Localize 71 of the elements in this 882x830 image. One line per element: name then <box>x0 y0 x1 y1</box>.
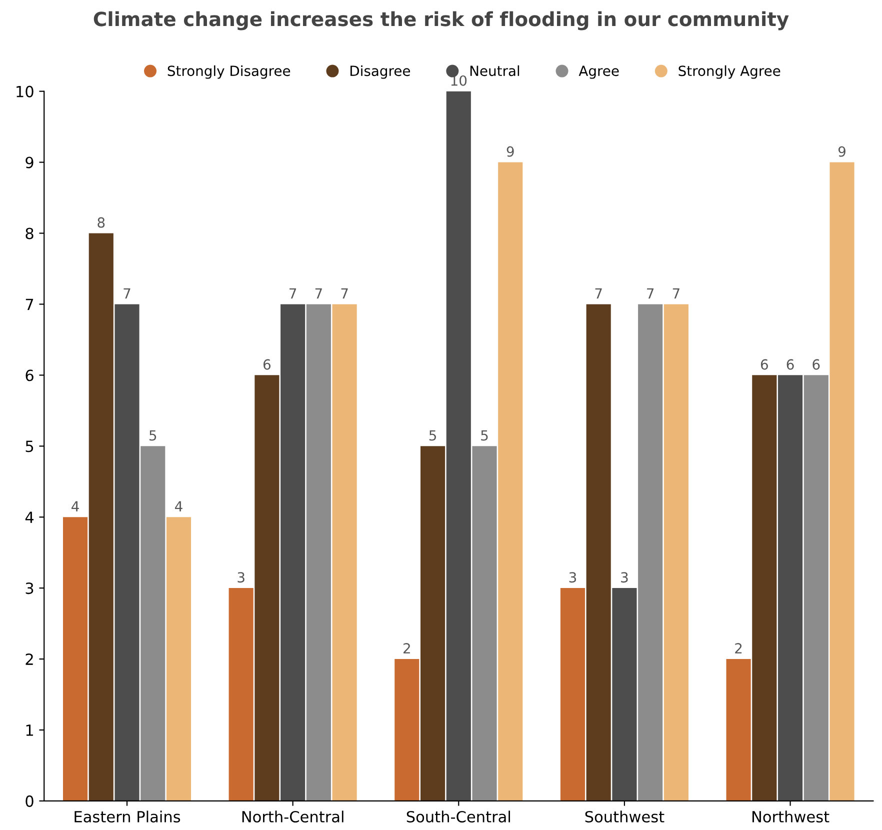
bar <box>228 588 254 801</box>
bar <box>804 375 828 801</box>
bar <box>420 446 446 801</box>
y-tick-label: 1 <box>26 724 33 736</box>
bar <box>114 304 140 801</box>
data-label: 4 <box>175 501 182 512</box>
bar <box>254 375 280 801</box>
bar <box>62 517 88 801</box>
bar <box>638 304 663 801</box>
bar <box>280 304 306 801</box>
x-tick-label: North-Central <box>242 810 344 822</box>
y-tick-label: 5 <box>26 440 34 452</box>
x-tick-label: Eastern Plains <box>74 810 180 822</box>
bar <box>830 162 854 801</box>
bar <box>446 91 471 801</box>
data-label: 5 <box>481 430 488 441</box>
data-label: 6 <box>264 359 270 370</box>
data-label: 3 <box>621 572 628 583</box>
bar <box>472 446 497 801</box>
y-tick-label: 3 <box>26 582 34 594</box>
data-label: 9 <box>506 146 514 157</box>
bar <box>394 659 420 801</box>
legend-label: Strongly Disagree <box>168 65 290 79</box>
bar <box>166 517 192 801</box>
data-label: 3 <box>238 572 244 583</box>
data-label: 9 <box>838 146 846 157</box>
data-label: 7 <box>341 288 348 299</box>
bar <box>332 304 357 801</box>
legend-label: Strongly Agree <box>678 65 780 79</box>
y-tick-label: 9 <box>26 156 34 168</box>
data-label: 2 <box>404 643 410 654</box>
bar <box>140 446 166 801</box>
data-label: 6 <box>812 359 820 370</box>
chart-title: Climate change increases the risk of flooding in our community <box>94 11 789 30</box>
y-tick-label: 7 <box>26 298 34 310</box>
data-label: 7 <box>290 288 296 299</box>
data-label: 4 <box>72 501 79 512</box>
bar <box>306 304 331 801</box>
y-tick-label: 8 <box>26 228 34 240</box>
bar <box>726 659 751 801</box>
data-label: 7 <box>595 288 602 299</box>
data-label: 3 <box>569 572 576 583</box>
legend-label: Disagree <box>350 65 410 79</box>
data-label: 7 <box>672 288 680 299</box>
bar <box>612 588 637 801</box>
bar <box>778 375 803 801</box>
data-label: 5 <box>150 430 156 441</box>
y-tick-label: 10 <box>16 86 34 98</box>
data-label: 7 <box>124 288 130 299</box>
bar <box>586 304 611 801</box>
y-tick-label: 2 <box>26 653 33 665</box>
bar <box>664 304 688 801</box>
data-label: 6 <box>760 359 768 370</box>
bar <box>88 233 114 801</box>
y-tick-label: 6 <box>26 370 34 382</box>
legend-label: Agree <box>578 66 619 79</box>
data-label: 8 <box>98 217 105 228</box>
x-tick-label: South-Central <box>406 810 510 822</box>
y-tick-label: 4 <box>25 512 34 523</box>
x-tick-label: Southwest <box>585 810 664 822</box>
x-tick-label: Northwest <box>752 810 830 822</box>
data-label: 2 <box>735 643 742 654</box>
data-label: 7 <box>315 288 322 299</box>
bar <box>752 375 777 801</box>
y-tick-label: 0 <box>26 795 34 807</box>
bar <box>560 588 586 801</box>
data-label: 7 <box>647 288 654 299</box>
data-label: 5 <box>429 430 436 441</box>
data-label: 6 <box>786 359 794 370</box>
bar <box>498 162 523 801</box>
legend-label: Neutral <box>470 65 520 76</box>
